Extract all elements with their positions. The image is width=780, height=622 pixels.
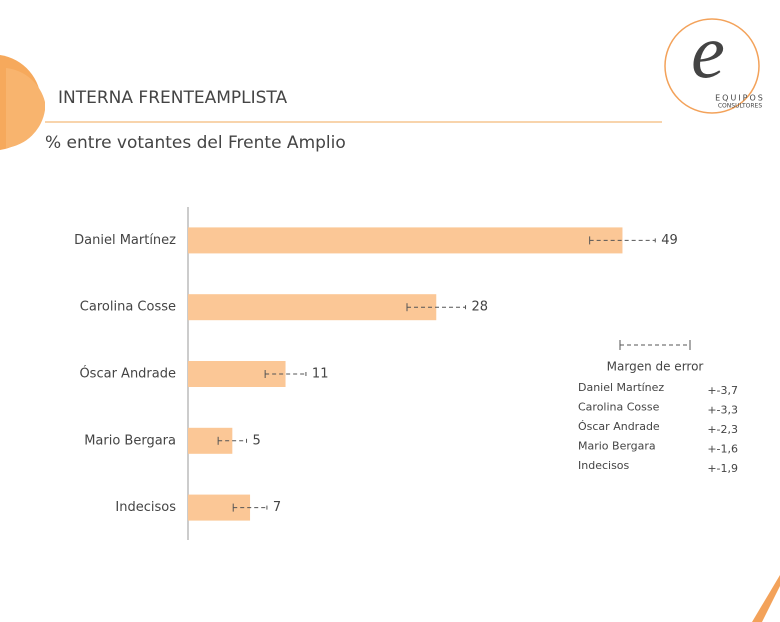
logo-letter: e (691, 10, 725, 94)
decoration (6, 68, 45, 148)
y-tick-label: Daniel Martínez (74, 233, 176, 248)
error-bar (232, 503, 268, 512)
value-label: 49 (661, 233, 678, 248)
y-tick-label: Carolina Cosse (80, 300, 176, 315)
value-label: 7 (273, 500, 281, 515)
legend-error: +-2,3 (707, 423, 738, 436)
error-bar (406, 303, 467, 312)
legend-error: +-1,9 (707, 462, 738, 475)
value-label: 28 (472, 300, 489, 315)
y-tick-label: Óscar Andrade (79, 366, 176, 382)
error-bar (589, 236, 656, 245)
error-bar (217, 436, 248, 445)
bar (188, 494, 251, 521)
bar (188, 361, 286, 387)
legend-label: Daniel Martínez (578, 381, 664, 394)
legend-title: Margen de error (607, 360, 704, 374)
logo-ring (664, 18, 760, 114)
bar (188, 227, 623, 254)
bar (188, 294, 437, 321)
logo-sub: CONSULTORES (718, 103, 762, 110)
error-bar (264, 370, 307, 378)
legend-error: +-3,7 (707, 384, 738, 397)
legend-label: Carolina Cosse (578, 401, 660, 414)
legend-label: Mario Bergara (578, 440, 656, 453)
legend-error: +-3,3 (707, 404, 738, 417)
bar (188, 427, 233, 454)
chart-title: INTERNA FRENTEAMPLISTA (58, 88, 287, 108)
legend-error: +-1,6 (707, 443, 738, 456)
value-label: 11 (312, 367, 329, 382)
decoration (752, 575, 780, 622)
y-tick-label: Mario Bergara (84, 433, 176, 448)
y-tick-label: Indecisos (115, 500, 176, 515)
value-label: 5 (253, 433, 261, 448)
logo-name: EQUIPOS (715, 94, 765, 103)
legend-label: Óscar Andrade (578, 420, 660, 433)
chart-subtitle: % entre votantes del Frente Amplio (45, 133, 346, 153)
legend-label: Indecisos (578, 459, 630, 472)
